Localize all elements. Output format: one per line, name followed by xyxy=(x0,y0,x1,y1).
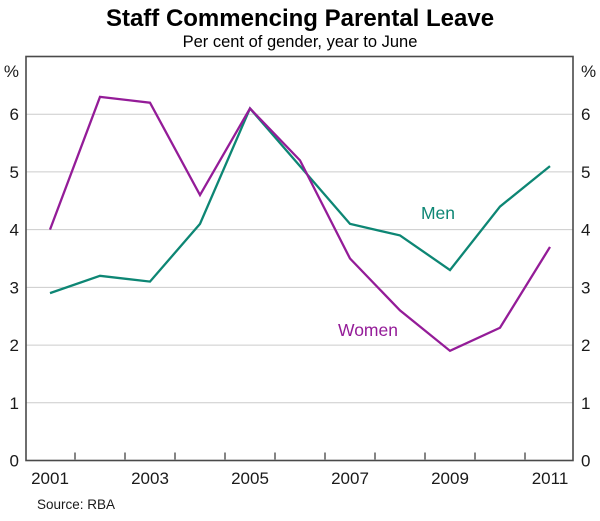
x-axis-label: 2001 xyxy=(31,469,69,488)
x-axis-label: 2007 xyxy=(331,469,369,488)
y-axis-label-left: 2 xyxy=(10,336,19,355)
x-axis-label: 2009 xyxy=(431,469,469,488)
chart-title: Staff Commencing Parental Leave xyxy=(105,5,495,32)
y-axis-label-right: 5 xyxy=(581,163,590,182)
unit-label-left: % xyxy=(4,62,19,81)
y-axis-label-left: 6 xyxy=(10,105,19,124)
plot-border xyxy=(25,55,574,462)
y-axis-label-left: 4 xyxy=(10,221,19,240)
series-line-women xyxy=(48,95,551,353)
y-axis-label-left: 1 xyxy=(10,394,19,413)
y-axis-label-right: 0 xyxy=(581,452,590,471)
y-axis-label-right: 1 xyxy=(581,394,590,413)
series-line-men xyxy=(49,106,551,295)
x-axis-label: 2011 xyxy=(532,469,569,488)
unit-label-right: % xyxy=(581,62,596,81)
y-axis-label-left: 3 xyxy=(10,278,19,297)
y-axis-label-left: 0 xyxy=(10,452,19,471)
y-axis-label-left: 5 xyxy=(10,163,19,182)
y-axis-label-right: 2 xyxy=(581,336,590,355)
series-label-women: Women xyxy=(338,320,398,340)
series-label-men: Men xyxy=(421,203,455,223)
y-axis-label-right: 4 xyxy=(581,221,590,240)
x-axis-label: 2005 xyxy=(231,469,269,488)
chart-subtitle: Per cent of gender, year to June xyxy=(182,33,418,51)
y-axis-label-right: 6 xyxy=(581,105,590,124)
y-axis-label-right: 3 xyxy=(581,278,590,297)
source-note: Source: RBA xyxy=(37,497,116,512)
x-axis-label: 2003 xyxy=(131,469,169,488)
